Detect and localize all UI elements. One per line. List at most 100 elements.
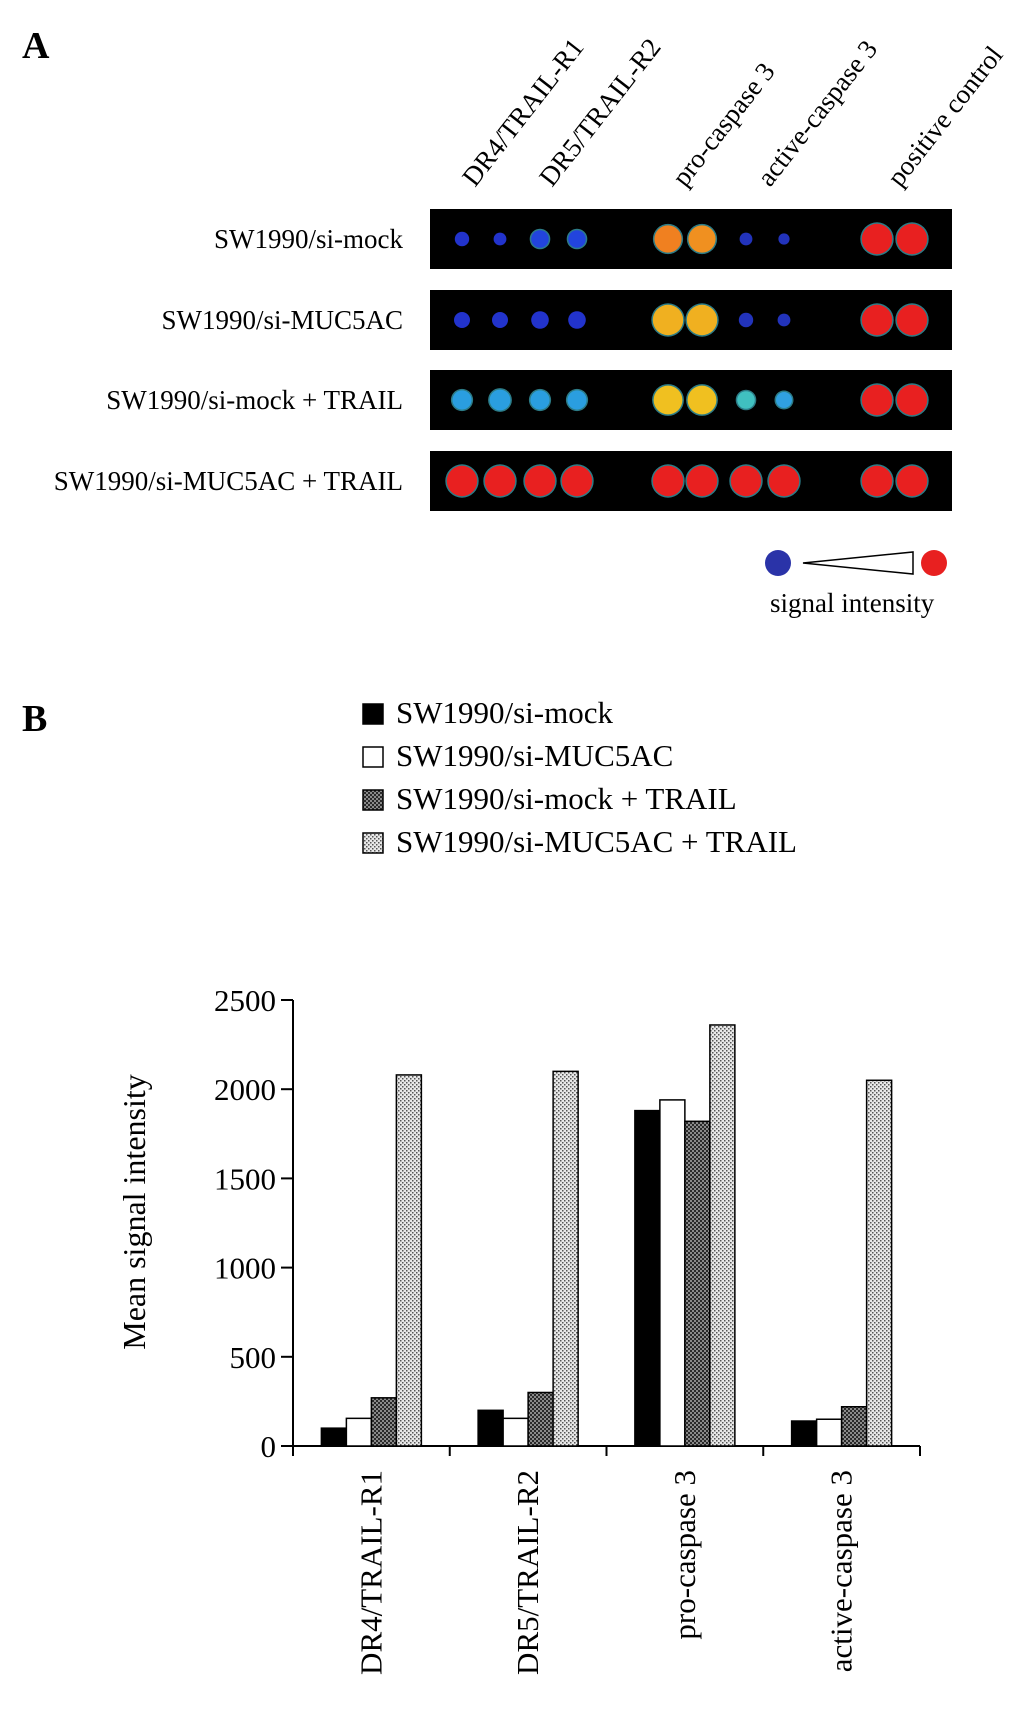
array-spot — [896, 223, 928, 255]
array-spot — [730, 465, 762, 497]
array-spot — [686, 304, 718, 336]
array-spot — [489, 389, 511, 411]
panel-b-letter: B — [22, 698, 47, 740]
bar-sw1990-si-mock-trail-pro-caspase-3 — [684, 1120, 711, 1447]
bar-sw1990-si-muc5ac-trail-dr4-trail-r1 — [395, 1074, 423, 1447]
bar-sw1990-si-mock-trail-dr5-trail-r2 — [527, 1391, 554, 1447]
legend-swatch — [362, 832, 384, 854]
array-spot — [896, 304, 928, 336]
array-spot — [739, 232, 753, 246]
scale-low-circle — [765, 550, 791, 576]
array-spot — [493, 232, 507, 246]
array-spot — [530, 390, 550, 410]
array-spot — [861, 304, 893, 336]
array-row-sw1990-si-muc5ac-trail — [430, 451, 952, 511]
bar-sw1990-si-mock-dr4-trail-r1 — [320, 1427, 348, 1447]
row-labels: SW1990/si-mock SW1990/si-MUC5AC SW1990/si-… — [54, 224, 404, 496]
x-tick-label-dr4-trail-r1: DR4/TRAIL-R1 — [353, 1470, 388, 1675]
legend-label: SW1990/si-mock + TRAIL — [396, 781, 737, 816]
array-spot — [737, 391, 755, 409]
bar-sw1990-si-mock-dr5-trail-r2 — [477, 1409, 504, 1447]
array-spot — [652, 465, 684, 497]
legend-item-sw1990-si-mock: SW1990/si-mock — [362, 695, 613, 730]
array-spot — [524, 465, 556, 497]
row-label-sw1990-si-mock-trail: SW1990/si-mock + TRAIL — [106, 385, 403, 415]
array-row-sw1990-si-mock — [430, 209, 952, 269]
array-row-sw1990-si-muc5ac — [430, 290, 952, 350]
bar-sw1990-si-muc5ac-trail-active-caspase-3 — [865, 1079, 893, 1447]
array-spot — [687, 385, 717, 415]
bar-sw1990-si-muc5ac-trail-pro-caspase-3 — [709, 1024, 736, 1447]
scale-wedge — [802, 551, 914, 575]
bar-sw1990-si-mock-trail-dr4-trail-r1 — [370, 1397, 398, 1447]
array-spot — [896, 465, 928, 497]
array-spot — [768, 465, 800, 497]
y-tick-label: 2000 — [214, 1072, 276, 1107]
x-axis: DR4/TRAIL-R1 DR5/TRAIL-R2 pro-caspase 3 act… — [292, 1445, 921, 1675]
legend-label: SW1990/si-mock — [396, 695, 613, 730]
array-spot — [652, 304, 684, 336]
array-spot — [738, 312, 754, 328]
legend-swatch — [362, 789, 384, 811]
panel-a-letter: A — [22, 25, 50, 67]
array-spot — [492, 312, 508, 328]
y-tick-label: 1500 — [214, 1161, 276, 1196]
y-axis: 0 500 1000 1500 2000 2500 — [214, 983, 294, 1464]
array-spot — [777, 313, 791, 327]
array-spot — [896, 384, 928, 416]
column-label-active-caspase-3: active-caspase 3 — [751, 34, 883, 191]
bars — [320, 1024, 893, 1447]
array-spot — [531, 311, 549, 329]
bar-sw1990-si-mock-trail-active-caspase-3 — [840, 1406, 868, 1447]
bar-sw1990-si-muc5ac-pro-caspase-3 — [659, 1099, 686, 1447]
array-spot — [686, 465, 718, 497]
column-label-positive-control: positive control — [881, 40, 1009, 191]
signal-intensity-scale: signal intensity — [765, 550, 947, 618]
y-tick-label: 1000 — [214, 1251, 276, 1286]
array-spot — [568, 311, 586, 329]
array-spot — [484, 465, 516, 497]
array-spot — [654, 225, 682, 253]
array-spot — [452, 390, 472, 410]
scale-high-circle — [921, 550, 947, 576]
scale-label: signal intensity — [770, 588, 935, 618]
bar-sw1990-si-mock-active-caspase-3 — [790, 1420, 818, 1447]
array-spot — [688, 225, 716, 253]
row-label-sw1990-si-muc5ac-trail: SW1990/si-MUC5AC + TRAIL — [54, 466, 403, 496]
row-label-sw1990-si-mock: SW1990/si-mock — [214, 224, 403, 254]
spot-arrays — [430, 209, 952, 511]
bar-sw1990-si-muc5ac-dr4-trail-r1 — [345, 1417, 373, 1447]
array-spot — [568, 230, 586, 248]
legend-item-sw1990-si-muc5ac: SW1990/si-MUC5AC — [362, 738, 673, 773]
y-tick-label: 500 — [230, 1340, 277, 1375]
bar-chart: 0 500 1000 1500 2000 2500 DR4/TRAIL-R1 DR5/TRA… — [116, 983, 921, 1675]
bar-sw1990-si-muc5ac-active-caspase-3 — [815, 1418, 843, 1447]
y-tick-label: 0 — [261, 1429, 277, 1464]
y-axis-title: Mean signal intensity — [116, 1074, 152, 1350]
legend-swatch — [362, 746, 384, 768]
x-tick-label-active-caspase-3: active-caspase 3 — [824, 1470, 859, 1672]
array-spot — [531, 230, 549, 248]
array-spot — [776, 392, 792, 408]
bar-sw1990-si-mock-pro-caspase-3 — [634, 1109, 661, 1447]
array-spot — [454, 231, 470, 247]
chart-legend: SW1990/si-mock SW1990/si-MUC5AC SW1990/si-… — [362, 695, 797, 859]
row-label-sw1990-si-muc5ac: SW1990/si-MUC5AC — [161, 305, 403, 335]
array-spot — [861, 223, 893, 255]
array-row-sw1990-si-mock-trail — [430, 370, 952, 430]
x-tick-label-dr5-trail-r2: DR5/TRAIL-R2 — [510, 1470, 545, 1675]
array-spot — [778, 233, 790, 245]
legend-label: SW1990/si-MUC5AC — [396, 738, 673, 773]
legend-swatch — [362, 703, 384, 725]
bar-sw1990-si-muc5ac-trail-dr5-trail-r2 — [552, 1070, 579, 1447]
array-spot — [446, 465, 478, 497]
array-spot — [861, 465, 893, 497]
array-spot — [567, 390, 587, 410]
y-tick-label: 2500 — [214, 983, 276, 1018]
legend-item-sw1990-si-muc5ac-trail: SW1990/si-MUC5AC + TRAIL — [362, 824, 797, 859]
legend-label: SW1990/si-MUC5AC + TRAIL — [396, 824, 797, 859]
array-spot — [861, 384, 893, 416]
bar-sw1990-si-muc5ac-dr5-trail-r2 — [502, 1417, 529, 1447]
